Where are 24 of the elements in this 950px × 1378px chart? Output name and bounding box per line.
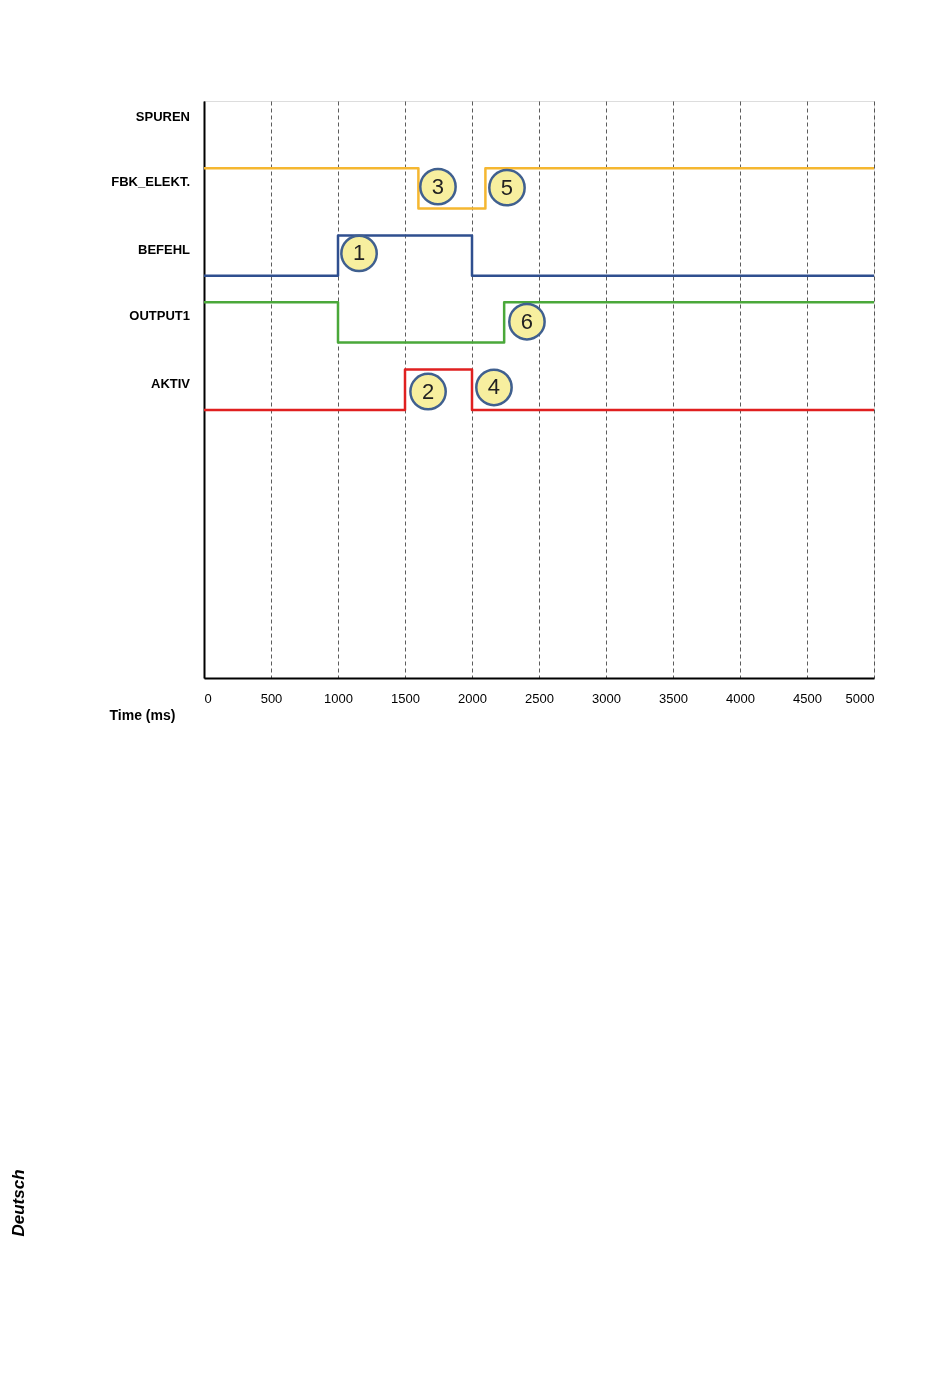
x-tick-label: 4000: [726, 690, 755, 706]
series-label: AKTIV: [151, 375, 191, 391]
x-tick-label: 0: [204, 690, 212, 706]
x-tick-label: 3500: [659, 690, 688, 706]
annotation: 4: [487, 374, 501, 400]
series-label: OUTPUT1: [129, 308, 190, 324]
x-axis-title: Time (ms): [109, 706, 176, 723]
annotation: 1: [352, 240, 366, 266]
x-tick-label: 5000: [845, 690, 875, 706]
x-tick-label: 2000: [458, 690, 487, 706]
annotation: 3: [431, 173, 445, 199]
annotation: 5: [500, 174, 514, 200]
x-tick-label: 1500: [391, 690, 420, 706]
x-tick-label: 3000: [592, 690, 621, 706]
x-tick-label: 2500: [525, 690, 554, 706]
annotation: 6: [520, 308, 534, 334]
series-label: BEFEHL: [138, 241, 191, 257]
series-label: FBK_ELEKT.: [111, 174, 190, 190]
x-tick-label: 500: [260, 690, 283, 706]
x-tick-label: 4500: [793, 690, 822, 706]
annotation: 2: [421, 378, 435, 404]
x-tick-label: 1000: [324, 690, 353, 706]
y-axis-title: SPUREN: [135, 109, 190, 124]
text: Deutsch: [9, 1169, 28, 1237]
